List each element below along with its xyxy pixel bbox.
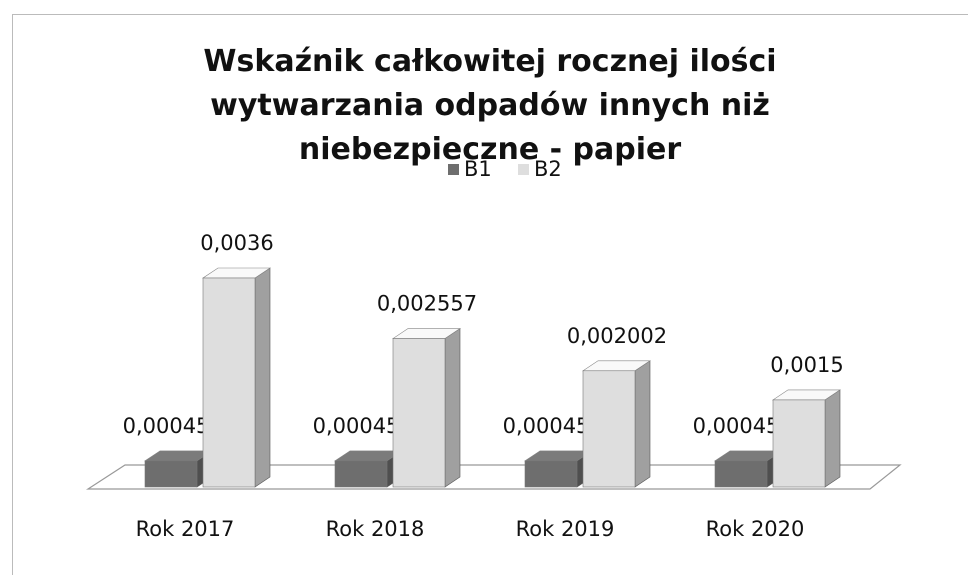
data-label: 0,002557 bbox=[377, 292, 477, 316]
legend-swatch bbox=[518, 164, 529, 175]
x-tick-label: Rok 2019 bbox=[516, 517, 615, 541]
x-tick-label: Rok 2017 bbox=[136, 517, 235, 541]
bar bbox=[524, 460, 578, 488]
legend-swatch bbox=[448, 164, 459, 175]
chart-title: Wskaźnik całkowitej rocznej ilości wytwa… bbox=[203, 44, 777, 167]
x-tick-label: Rok 2018 bbox=[326, 517, 425, 541]
bar bbox=[582, 370, 636, 488]
bar-side bbox=[444, 327, 461, 488]
chart: B1 B2 Rok 2017 0,00045 0,0036 Rok 2018 0,00045… bbox=[85, 157, 902, 541]
x-tick-label: Rok 2020 bbox=[706, 517, 805, 541]
bar bbox=[334, 460, 388, 488]
bar bbox=[772, 399, 826, 488]
data-label: 0,00045 bbox=[503, 414, 590, 438]
page: Wskaźnik całkowitej rocznej ilości wytwa… bbox=[12, 14, 968, 575]
bar-side bbox=[254, 267, 271, 488]
data-label: 0,00045 bbox=[693, 414, 780, 438]
chart-frame bbox=[12, 14, 968, 575]
bar-side bbox=[634, 360, 651, 488]
bar bbox=[144, 460, 198, 488]
data-label: 0,0036 bbox=[200, 231, 273, 255]
bar-side bbox=[824, 389, 841, 488]
bar bbox=[714, 460, 768, 488]
legend-label: B2 bbox=[534, 157, 562, 181]
bar bbox=[392, 338, 446, 488]
data-label: 0,0015 bbox=[770, 353, 843, 377]
data-label: 0,002002 bbox=[567, 324, 667, 348]
bar bbox=[202, 277, 256, 488]
data-label: 0,00045 bbox=[123, 414, 210, 438]
legend-label: B1 bbox=[464, 157, 492, 181]
data-label: 0,00045 bbox=[313, 414, 400, 438]
floor bbox=[85, 464, 902, 490]
